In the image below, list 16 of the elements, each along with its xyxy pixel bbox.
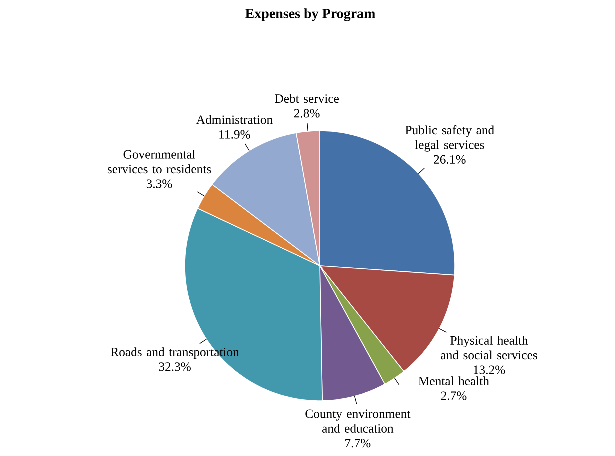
slice-label: Mental health	[418, 376, 490, 386]
data-label: 32.3%	[159, 362, 191, 372]
chart-title: Expenses by Program	[246, 8, 376, 22]
data-label: 26.1%	[434, 155, 466, 164]
slice-label: Governmental services to residents	[108, 150, 212, 174]
data-label: 13.2%	[474, 366, 506, 374]
slice-label: County environment and education	[306, 410, 411, 433]
slice-label: Debt service	[275, 94, 339, 104]
slice-label: Public safety and legal services	[406, 126, 494, 152]
slice-label: Administration	[196, 115, 273, 124]
data-label: 11.9%	[220, 130, 250, 139]
slice-label: Physical health and social services	[441, 336, 538, 360]
data-label: 7.7%	[346, 439, 371, 448]
data-label: 2.7%	[441, 392, 467, 400]
data-label: 3.3%	[146, 180, 172, 188]
data-label: 2.8%	[294, 109, 320, 118]
